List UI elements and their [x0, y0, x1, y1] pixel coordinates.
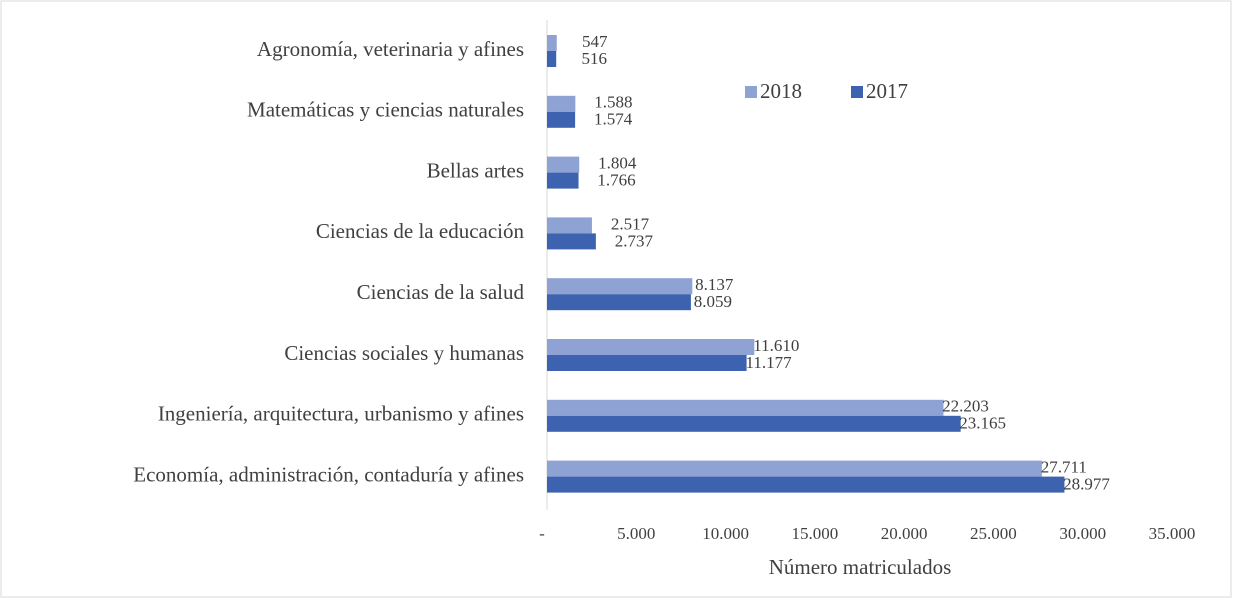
bar	[547, 278, 693, 295]
bar	[547, 355, 747, 371]
y-tick-label: Ciencias sociales y humanas	[284, 341, 524, 365]
value-label: 11.610	[753, 336, 799, 355]
legend-label: 2018	[760, 79, 802, 103]
value-label: 23.165	[959, 414, 1006, 433]
bar	[547, 415, 961, 432]
value-label: 2.517	[611, 214, 650, 233]
x-tick-label: 25.000	[970, 524, 1017, 543]
y-tick-label: Bellas artes	[427, 158, 524, 182]
value-label: 1.804	[598, 154, 637, 173]
x-tick-label: 15.000	[791, 524, 838, 543]
x-tick-label: -	[539, 524, 545, 543]
value-label: 27.711	[1041, 458, 1087, 477]
bar	[547, 476, 1065, 493]
y-tick-label: Ingeniería, arquitectura, urbanismo y af…	[158, 402, 524, 426]
x-tick-label: 20.000	[881, 524, 928, 543]
legend-swatch	[851, 86, 863, 98]
legend-label: 2017	[866, 79, 908, 103]
bar	[547, 399, 944, 416]
bar	[547, 156, 580, 173]
bar	[547, 294, 691, 311]
bar	[547, 51, 557, 67]
x-tick-label: 10.000	[702, 524, 749, 543]
bar	[547, 233, 596, 250]
value-label: 1.574	[594, 110, 633, 129]
x-axis-title: Número matriculados	[769, 555, 952, 579]
value-label: 8.137	[695, 275, 734, 294]
bar	[547, 35, 557, 51]
legend-swatch	[745, 86, 757, 98]
x-tick-label: 30.000	[1059, 524, 1106, 543]
value-label: 28.977	[1063, 475, 1110, 494]
value-label: 22.203	[942, 397, 989, 416]
value-label: 2.737	[615, 231, 654, 250]
y-tick-label: Agronomía, veterinaria y afines	[257, 37, 524, 61]
y-tick-label: Economía, administración, contaduría y a…	[133, 462, 524, 486]
x-tick-label: 5.000	[617, 524, 655, 543]
bar	[547, 339, 755, 355]
bar	[547, 460, 1042, 477]
bar	[547, 217, 592, 234]
value-label: 547	[582, 32, 608, 51]
value-label: 1.588	[594, 93, 632, 112]
bar	[547, 95, 576, 112]
bar	[547, 111, 576, 128]
x-tick-label: 35.000	[1149, 524, 1196, 543]
value-label: 1.766	[597, 171, 635, 190]
value-label: 516	[581, 49, 607, 68]
y-tick-label: Ciencias de la salud	[357, 280, 525, 304]
y-tick-label: Matemáticas y ciencias naturales	[247, 98, 524, 122]
bar	[547, 172, 579, 189]
value-label: 11.177	[746, 353, 793, 372]
value-label: 8.059	[694, 292, 732, 311]
y-tick-label: Ciencias de la educación	[316, 219, 525, 243]
